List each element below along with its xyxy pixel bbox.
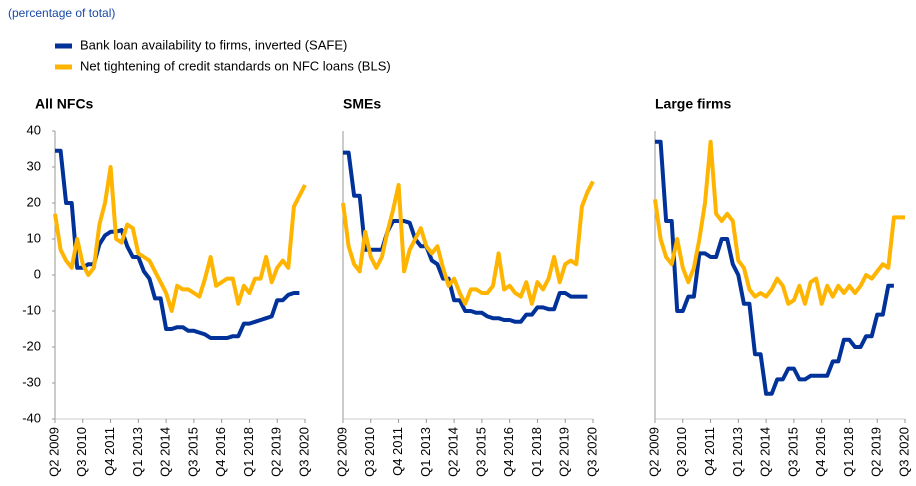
- x-tick-label: Q2 2014: [446, 427, 461, 477]
- x-tick-label: Q2 2009: [334, 427, 349, 477]
- x-tick-label: Q2 2014: [158, 427, 173, 477]
- y-tick-label: -20: [22, 338, 41, 353]
- panel-title: SMEs: [343, 96, 381, 112]
- x-tick-label: Q2 2009: [46, 427, 61, 477]
- panel-title: Large firms: [655, 96, 731, 112]
- x-tick-label: Q2 2009: [646, 427, 661, 477]
- y-tick-label: -40: [22, 410, 41, 425]
- x-tick-label: Q3 2020: [296, 427, 311, 477]
- x-tick-label: Q3 2010: [674, 427, 689, 477]
- x-tick-label: Q4 2011: [390, 427, 405, 476]
- x-tick-label: Q4 2016: [213, 427, 228, 477]
- series-line: [55, 148, 300, 340]
- y-tick-label: 30: [27, 158, 41, 173]
- y-tick-label: 40: [27, 122, 41, 137]
- x-tick-label: Q4 2011: [102, 427, 117, 476]
- legend-label: Net tightening of credit standards on NF…: [80, 58, 391, 73]
- x-tick-label: Q2 2019: [869, 427, 884, 477]
- x-tick-label: Q1 2018: [529, 427, 544, 477]
- x-tick-label: Q2 2019: [269, 427, 284, 477]
- x-tick-label: Q2 2014: [758, 427, 773, 477]
- x-tick-label: Q3 2015: [473, 427, 488, 477]
- y-tick-label: -10: [22, 302, 41, 317]
- x-tick-label: Q4 2016: [813, 427, 828, 477]
- y-tick-label: -30: [22, 374, 41, 389]
- series-line: [341, 180, 595, 306]
- x-tick-label: Q1 2013: [130, 427, 145, 477]
- legend-label: Bank loan availability to firms, inverte…: [80, 37, 347, 52]
- y-tick-label: 20: [27, 194, 41, 209]
- series-line: [53, 165, 307, 313]
- y-tick-label: 10: [27, 230, 41, 245]
- x-tick-label: Q1 2018: [241, 427, 256, 477]
- x-tick-label: Q1 2018: [841, 427, 856, 477]
- x-tick-label: Q3 2010: [74, 427, 89, 477]
- x-tick-label: Q1 2013: [418, 427, 433, 477]
- y-tick-label: 0: [34, 266, 41, 281]
- x-tick-label: Q3 2015: [785, 427, 800, 477]
- x-tick-label: Q2 2019: [557, 427, 572, 477]
- x-tick-label: Q4 2011: [702, 427, 717, 476]
- subtitle: (percentage of total): [8, 6, 115, 20]
- x-tick-label: Q3 2020: [896, 427, 911, 477]
- x-tick-label: Q3 2015: [185, 427, 200, 477]
- panel-title: All NFCs: [35, 96, 94, 112]
- series-line: [653, 139, 905, 306]
- x-tick-label: Q3 2010: [362, 427, 377, 477]
- x-tick-label: Q4 2016: [501, 427, 516, 477]
- series-line: [343, 150, 588, 324]
- x-tick-label: Q3 2020: [584, 427, 599, 477]
- series-line: [655, 139, 894, 396]
- x-tick-label: Q1 2013: [730, 427, 745, 477]
